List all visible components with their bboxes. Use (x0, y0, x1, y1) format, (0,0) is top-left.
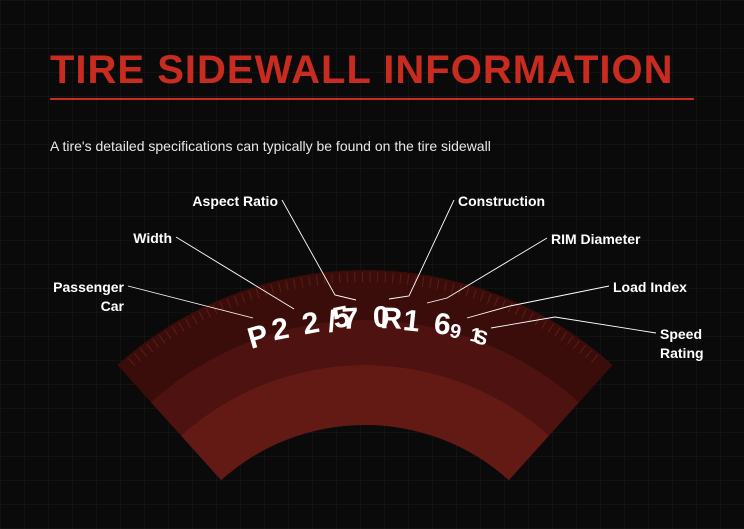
label-width: Width (100, 229, 172, 248)
label-aspect-ratio: Aspect Ratio (158, 192, 278, 211)
tire-diagram (0, 0, 744, 529)
label-load-index: Load Index (613, 278, 713, 297)
label-speed-rating: SpeedRating (660, 325, 720, 363)
label-passenger-car: PassengerCar (44, 278, 124, 316)
label-rim-diameter: RIM Diameter (551, 230, 671, 249)
tire-code-segment-5: 1 6 (401, 304, 455, 343)
label-construction: Construction (458, 192, 578, 211)
